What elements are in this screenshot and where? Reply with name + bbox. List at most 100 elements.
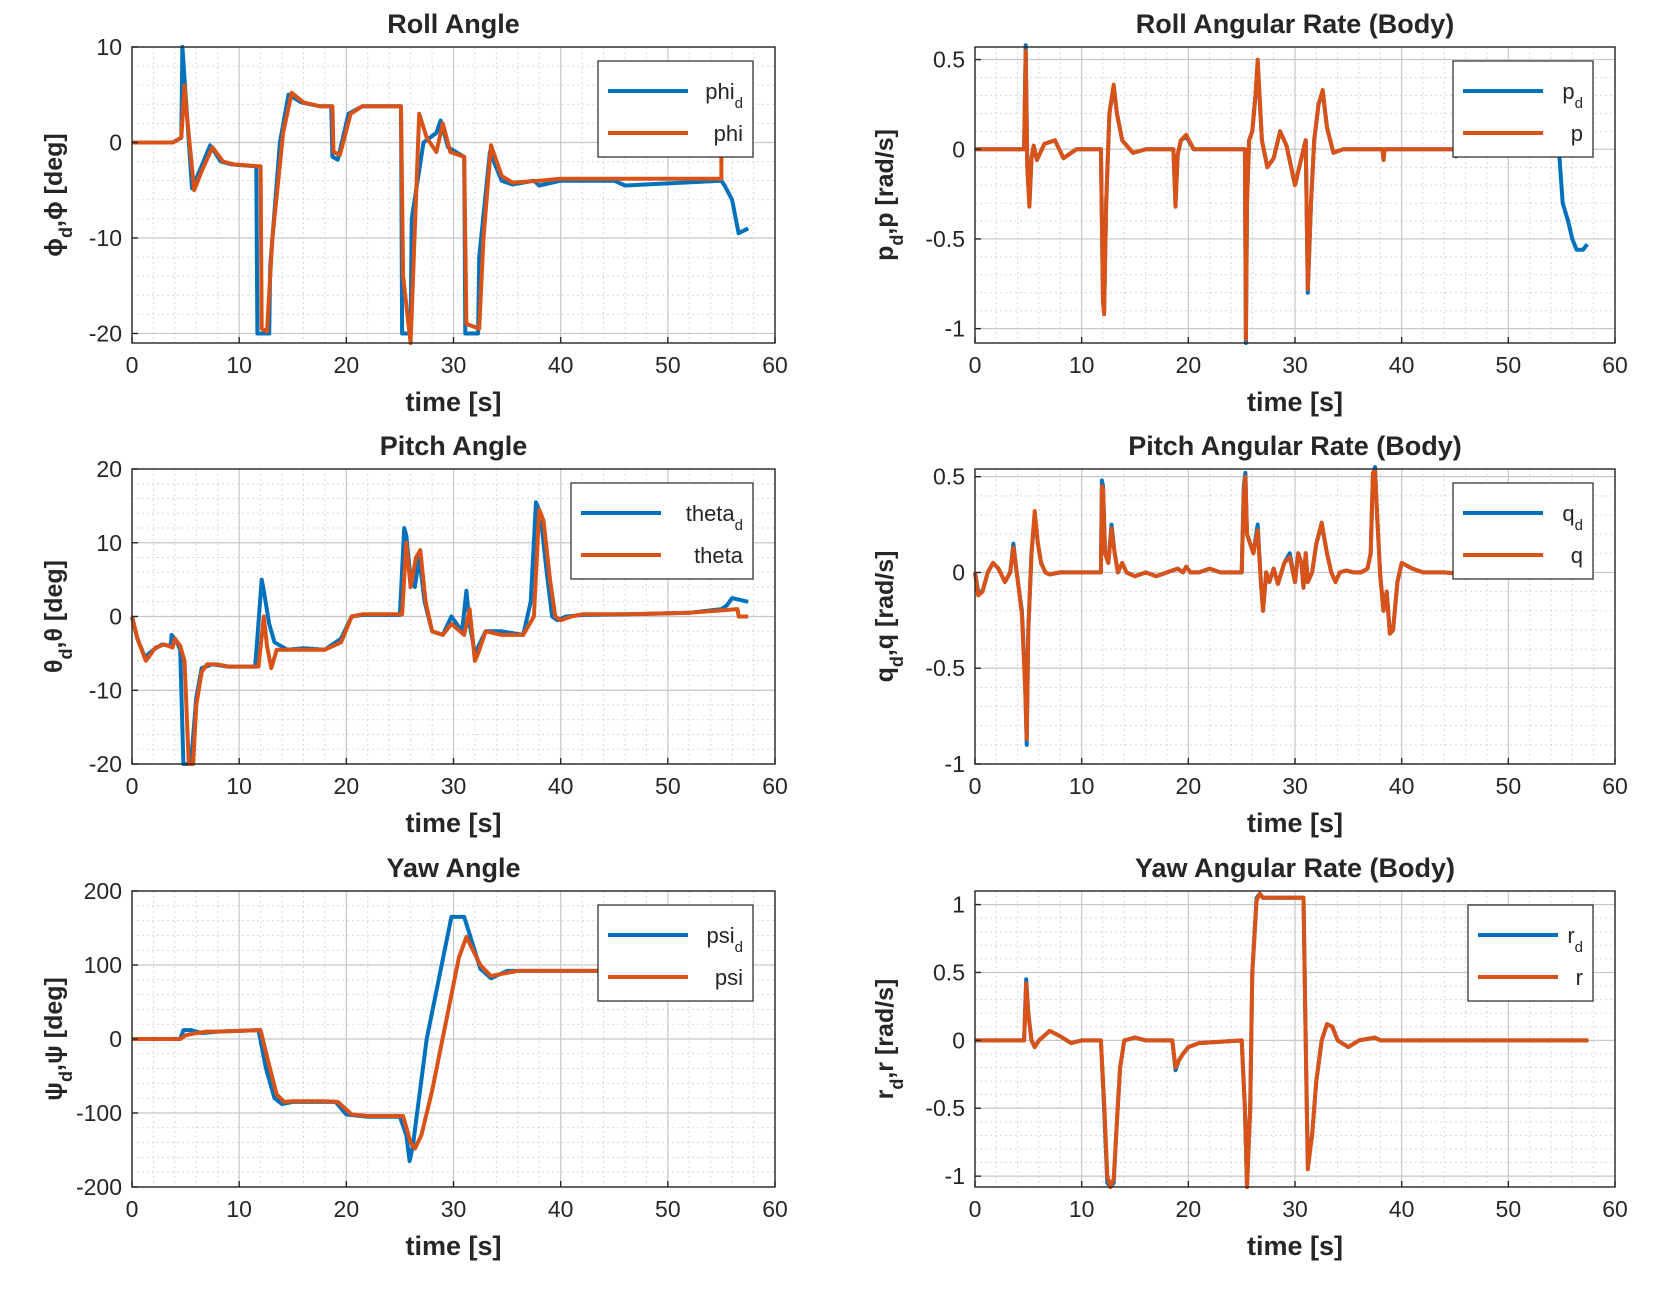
y-tick-label: -1: [945, 316, 965, 342]
legend-entry-subscript: d: [735, 95, 743, 112]
y-tick-label: 10: [96, 34, 122, 60]
legend-entry-name: theta: [694, 543, 744, 568]
legend-entry: pd: [1562, 79, 1583, 112]
x-tick-label: 40: [548, 773, 574, 799]
chart-4: 0 10 20 30 40 50 60 0.5 0 -0.5 -1 Pitch Angular Rat…: [871, 431, 1628, 838]
x-tick-label: 60: [762, 1196, 788, 1222]
chart-title: Pitch Angle: [380, 431, 528, 461]
y-tick-label: 0: [952, 559, 965, 585]
y-tick-label: 20: [96, 456, 122, 482]
x-axis-label: time [s]: [405, 808, 501, 838]
chart-3: 0 10 20 30 40 50 60 20 10 0 -10 -20 Pitch Angle time …: [40, 431, 788, 838]
legend-box: [570, 482, 754, 580]
y-axis-label-symbol: q: [871, 667, 899, 682]
x-tick-label: 50: [655, 1196, 681, 1222]
x-tick-label: 60: [1602, 352, 1628, 378]
series-line-p: [975, 48, 1588, 342]
y-axis-label-rest: ,q [rad/s]: [871, 551, 899, 657]
x-tick-label: 30: [1282, 352, 1308, 378]
x-tick-label: 30: [441, 352, 467, 378]
x-tick-label: 0: [126, 352, 139, 378]
x-tick-label: 40: [1389, 1196, 1415, 1222]
y-tick-label: -0.5: [925, 226, 965, 252]
x-tick-label: 50: [1496, 352, 1522, 378]
y-tick-label: -100: [76, 1100, 122, 1126]
legend-entry-name: psi: [707, 923, 735, 948]
y-axis-label-symbol: ϕ: [40, 238, 68, 257]
y-axis-label-symbol: ψ: [40, 1082, 68, 1101]
x-axis-label: time [s]: [405, 387, 501, 417]
y-tick-label: 0.5: [933, 464, 965, 490]
legend-entry: thetad: [686, 501, 743, 534]
y-tick-label: 1: [952, 892, 965, 918]
x-tick-label: 60: [1602, 1196, 1628, 1222]
x-tick-label: 0: [969, 773, 982, 799]
legend-box: [597, 60, 754, 158]
legend-entry: r: [1576, 965, 1583, 990]
legend-entry: qd: [1562, 501, 1583, 534]
y-tick-label: 200: [84, 878, 122, 904]
legend-box: [1467, 904, 1594, 1002]
chart-title: Yaw Angular Rate (Body): [1135, 853, 1455, 883]
y-axis-label-symbol: p: [871, 246, 899, 261]
y-axis-label-subscript: d: [56, 649, 76, 660]
y-axis-label-symbol: r: [871, 1089, 899, 1099]
x-tick-label: 40: [548, 352, 574, 378]
x-tick-label: 20: [1176, 352, 1202, 378]
legend: qd q: [1452, 482, 1594, 580]
legend-entry-name: theta: [686, 501, 736, 526]
chart-6: 0 10 20 30 40 50 60 1 0.5 0 -0.5 -1 Yaw Angular Rate…: [871, 853, 1628, 1261]
y-tick-label: -1: [945, 1163, 965, 1189]
x-tick-label: 20: [1176, 1196, 1202, 1222]
y-tick-label: -10: [89, 225, 122, 251]
y-tick-label: 10: [96, 530, 122, 556]
legend-entry-name: p: [1571, 121, 1583, 146]
y-axis-label: pd,p [rad/s]: [871, 129, 907, 261]
x-tick-label: 10: [226, 352, 252, 378]
legend-entry-name: phi: [714, 121, 743, 146]
y-axis-label-rest: ,ϕ [deg]: [40, 133, 68, 227]
legend-entry-subscript: d: [735, 939, 743, 956]
legend-entry: phi: [714, 121, 743, 146]
y-tick-label: -1: [945, 751, 965, 777]
chart-title: Pitch Angular Rate (Body): [1128, 431, 1462, 461]
x-tick-label: 10: [226, 773, 252, 799]
x-tick-label: 30: [441, 773, 467, 799]
legend-entry: psi: [715, 965, 743, 990]
legend-box: [1452, 482, 1594, 580]
legend-entry: theta: [694, 543, 744, 568]
series-line-psi: [132, 934, 749, 1151]
y-axis-label-subscript: d: [887, 1079, 907, 1090]
y-axis-label-rest: ,ψ [deg]: [40, 977, 68, 1071]
chart-title: Roll Angle: [387, 9, 520, 39]
legend-entry-name: p: [1562, 79, 1574, 104]
chart-title: Yaw Angle: [386, 853, 520, 883]
x-tick-label: 0: [126, 773, 139, 799]
y-axis-label-rest: ,θ [deg]: [40, 560, 68, 649]
x-axis-label: time [s]: [1247, 808, 1343, 838]
x-tick-label: 20: [334, 773, 360, 799]
y-tick-label: 0: [109, 129, 122, 155]
y-tick-label: 0: [952, 1027, 965, 1053]
legend-entry-name: q: [1571, 543, 1583, 568]
legend-entry: p: [1571, 121, 1583, 146]
y-axis-label-subscript: d: [887, 656, 907, 667]
y-tick-label: 0: [952, 136, 965, 162]
x-tick-label: 40: [548, 1196, 574, 1222]
y-axis-label: ψd,ψ [deg]: [40, 977, 76, 1101]
legend-entry-name: r: [1576, 965, 1583, 990]
y-tick-label: 0: [109, 1026, 122, 1052]
x-tick-label: 30: [1282, 773, 1308, 799]
x-tick-label: 0: [126, 1196, 139, 1222]
y-tick-label: -20: [89, 320, 122, 346]
legend: phid phi: [597, 60, 754, 158]
chart-5: 0 10 20 30 40 50 60 200 100 0 -100 -200 Yaw Angle tim…: [40, 853, 788, 1261]
x-axis-label: time [s]: [1247, 387, 1343, 417]
legend-entry: phid: [705, 79, 743, 112]
y-axis-label: ϕd,ϕ [deg]: [40, 133, 76, 256]
y-tick-label: -0.5: [925, 1095, 965, 1121]
x-tick-label: 20: [1176, 773, 1202, 799]
